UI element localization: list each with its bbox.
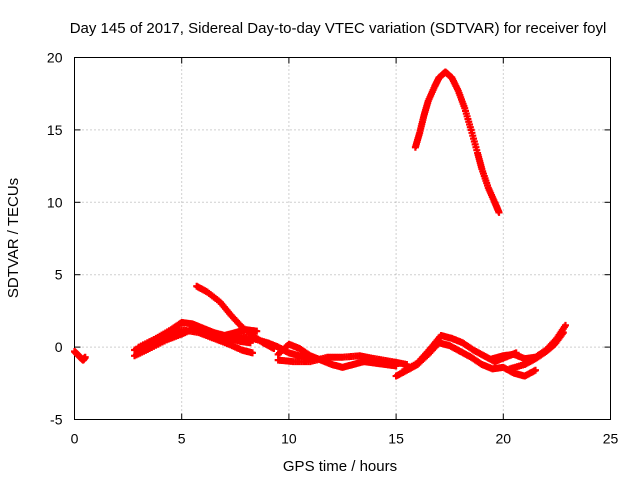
- grid: [74, 57, 611, 420]
- axis-ticks: 0 5 10 15 20 25 -5 0 5 10 15 20: [47, 50, 619, 447]
- chart-title: Day 145 of 2017, Sidereal Day-to-day VTE…: [70, 20, 607, 37]
- series-arc-11: [506, 329, 567, 373]
- y-axis-title: SDTVAR / TECUs: [5, 178, 22, 298]
- y-tick-label: 20: [47, 50, 63, 66]
- y-tick-label: -5: [50, 412, 63, 428]
- series-arc-7: [274, 352, 411, 368]
- x-tick-label: 20: [496, 431, 512, 447]
- data-point: [248, 349, 256, 357]
- x-tick-label: 10: [281, 431, 297, 447]
- data-point: [253, 327, 261, 335]
- x-tick-label: 0: [71, 431, 79, 447]
- x-tick-label: 5: [178, 431, 186, 447]
- data-point: [495, 208, 503, 216]
- y-tick-label: 0: [55, 339, 63, 355]
- series-peak-arc: [411, 68, 503, 216]
- series-segment-a: [71, 347, 89, 364]
- x-tick-label: 15: [388, 431, 404, 447]
- data-marks: [71, 68, 569, 380]
- x-axis-title: GPS time / hours: [283, 458, 397, 475]
- data-point: [559, 329, 567, 337]
- y-tick-label: 5: [55, 267, 63, 283]
- y-tick-label: 10: [47, 194, 63, 210]
- y-tick-label: 15: [47, 122, 63, 138]
- plot-frame: [74, 57, 611, 420]
- data-point: [81, 353, 89, 361]
- data-point: [561, 321, 569, 329]
- data-point: [531, 366, 539, 374]
- x-tick-label: 25: [603, 431, 619, 447]
